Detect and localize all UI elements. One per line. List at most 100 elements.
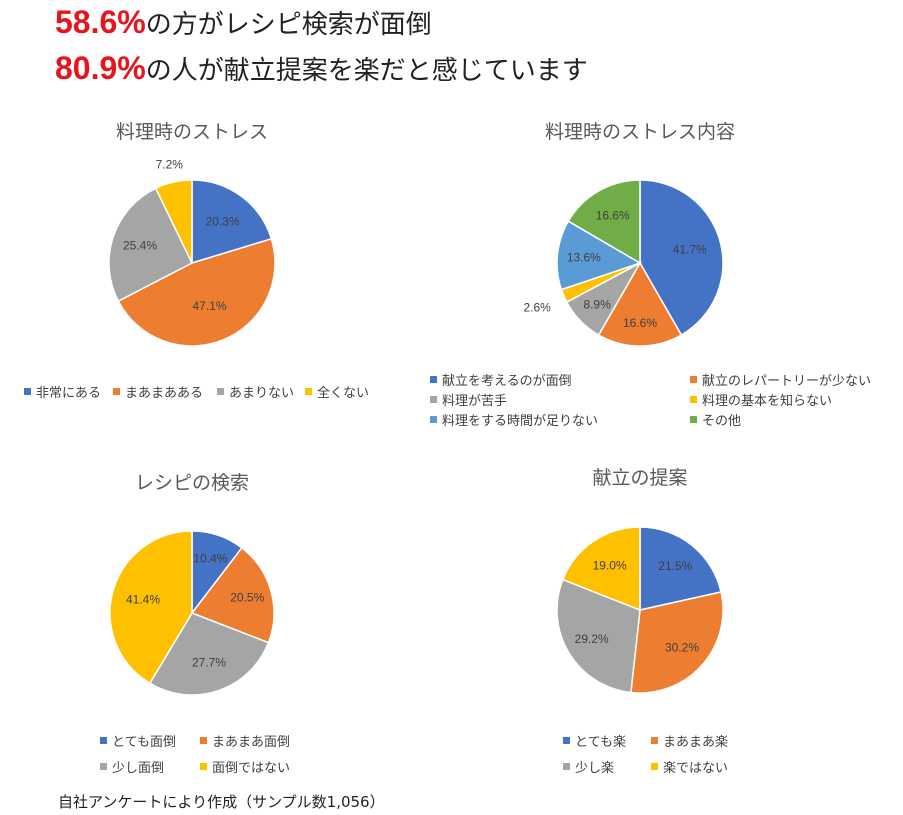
legend-item-stress-1: まあまあある <box>113 382 203 401</box>
legend-item-stress-content-3: 料理の基本を知らない <box>690 390 832 409</box>
pie-slice-recipe-search-1 <box>190 546 275 644</box>
data-label-menu-suggestion-2: 29.2% <box>575 632 609 646</box>
pie-slice-stress-content-1 <box>597 261 683 347</box>
pie-slice-stress-1 <box>117 237 276 347</box>
legend-label: まあまあ面倒 <box>212 735 291 750</box>
headline-text-1: の方がレシピ検索が面倒 <box>145 10 432 40</box>
pie-recipe-search: 10.4% 20.5% 27.7% 41.4% <box>109 530 275 696</box>
legend-item-stress-content-1: 献立のレパートリーが少ない <box>690 370 871 389</box>
data-label-stress-1: 47.1% <box>193 299 227 313</box>
legend-swatch <box>690 396 697 403</box>
legend-swatch <box>430 396 437 403</box>
headline-percent-1: 58.6% <box>55 4 146 40</box>
pie-slice-stress-0 <box>191 179 273 265</box>
legend-swatch <box>563 737 570 744</box>
legend-item-recipe-search-3: 面倒ではない <box>200 757 290 776</box>
data-label-stress-2: 25.4% <box>123 239 157 253</box>
legend-label: まあまあある <box>125 386 204 401</box>
legend-swatch <box>200 737 207 744</box>
data-label-stress-content-5: 16.6% <box>596 209 630 223</box>
data-label-menu-suggestion-1: 30.2% <box>665 641 699 655</box>
legend-label: 少し面倒 <box>112 761 165 776</box>
data-label-stress-0: 20.3% <box>206 215 240 229</box>
legend-item-menu-suggestion-1: まあまあ楽 <box>651 731 728 750</box>
legend-item-menu-suggestion-2: 少し楽 <box>563 757 614 776</box>
pie-menu-suggestion: 21.5% 30.2% 29.2% 19.0% <box>556 526 724 694</box>
legend-item-stress-2: あまりない <box>217 382 294 401</box>
pie-stress: 20.3% 47.1% 25.4% 7.2% <box>108 157 276 347</box>
legend-item-stress-3: 全くない <box>305 382 369 401</box>
data-label-stress-content-1: 16.6% <box>623 316 657 330</box>
legend-label: 面倒ではない <box>212 761 291 776</box>
legend-swatch <box>100 737 107 744</box>
legend-swatch <box>563 763 570 770</box>
legend-label: 少し楽 <box>575 761 615 776</box>
legend-label: 献立のレパートリーが少ない <box>702 374 872 389</box>
legend-swatch <box>305 388 312 395</box>
data-label-menu-suggestion-3: 19.0% <box>593 558 627 572</box>
data-label-recipe-search-3: 41.4% <box>126 592 160 606</box>
pie-slice-stress-content-0 <box>639 179 724 336</box>
legend-label: その他 <box>702 414 742 429</box>
legend-swatch <box>100 763 107 770</box>
legend-label: とても面倒 <box>112 735 176 750</box>
legend-label: 料理をする時間が足りない <box>442 414 599 429</box>
pie-slice-recipe-search-2 <box>148 612 270 696</box>
legend-item-recipe-search-0: とても面倒 <box>100 731 176 750</box>
headline-line-1: 58.6%の方がレシピ検索が面倒 <box>55 4 432 41</box>
pie-slice-menu-suggestion-0 <box>639 526 722 611</box>
legend-swatch <box>200 763 207 770</box>
legend-item-stress-0: 非常にある <box>24 382 101 401</box>
pie-slice-recipe-search-3 <box>109 530 193 685</box>
legend-label: 非常にある <box>36 386 102 401</box>
pie-slice-menu-suggestion-1 <box>630 591 724 694</box>
legend-swatch <box>430 376 437 383</box>
data-label-recipe-search-0: 10.4% <box>193 552 227 566</box>
legend-swatch <box>217 388 224 395</box>
data-label-stress-content-3: 2.6% <box>523 301 551 315</box>
legend-label: 料理が苦手 <box>442 394 508 409</box>
headline-line-2: 80.9%の人が献立提案を楽だと感じています <box>55 50 588 87</box>
data-label-stress-content-0: 41.7% <box>673 243 707 257</box>
data-label-stress-content-4: 13.6% <box>567 250 601 264</box>
legend-label: あまりない <box>229 386 295 401</box>
pie-slice-stress-content-5 <box>567 179 641 265</box>
legend-swatch <box>690 376 697 383</box>
pie-slice-stress-3 <box>154 179 193 264</box>
legend-item-stress-content-4: 料理をする時間が足りない <box>430 410 598 429</box>
pie-slice-menu-suggestion-2 <box>556 578 641 694</box>
legend-item-stress-content-0: 献立を考えるのが面倒 <box>430 370 572 389</box>
chart-title-stress: 料理時のストレス <box>115 121 268 143</box>
legend-item-stress-content-2: 料理が苦手 <box>430 390 507 409</box>
legend-label: とても楽 <box>575 735 626 750</box>
legend-swatch <box>690 416 697 423</box>
chart-title-recipe-search: レシピの検索 <box>134 472 249 494</box>
legend-label: 献立を考えるのが面倒 <box>442 374 572 389</box>
data-label-stress-content-2: 8.9% <box>583 298 611 312</box>
legend-swatch <box>24 388 31 395</box>
legend-item-recipe-search-1: まあまあ面倒 <box>200 731 290 750</box>
source-note: 自社アンケートにより作成（サンプル数1,056） <box>58 793 385 811</box>
legend-swatch <box>651 737 658 744</box>
legend-item-recipe-search-2: 少し面倒 <box>100 757 164 776</box>
pie-slice-stress-content-4 <box>556 220 642 291</box>
chart-title-stress-content: 料理時のストレス内容 <box>544 121 735 143</box>
data-label-recipe-search-1: 20.5% <box>230 591 264 605</box>
legend-item-menu-suggestion-0: とても楽 <box>563 731 626 750</box>
legend-item-menu-suggestion-3: 楽ではない <box>651 757 728 776</box>
data-label-menu-suggestion-0: 21.5% <box>658 559 692 573</box>
legend-label: 全くない <box>317 386 370 401</box>
legend-swatch <box>651 763 658 770</box>
headline-text-2: の人が献立提案を楽だと感じています <box>145 56 588 86</box>
legend-item-stress-content-5: その他 <box>690 410 741 429</box>
legend-swatch <box>113 388 120 395</box>
pie-slice-menu-suggestion-3 <box>561 526 641 612</box>
chart-title-menu-suggestion: 献立の提案 <box>592 467 688 489</box>
data-label-stress-3: 7.2% <box>156 157 184 171</box>
legend-label: まあまあ楽 <box>663 735 729 750</box>
data-label-recipe-search-2: 27.7% <box>192 656 226 670</box>
legend-swatch <box>430 416 437 423</box>
headline-percent-2: 80.9% <box>55 50 146 86</box>
legend-label: 料理の基本を知らない <box>702 394 833 409</box>
